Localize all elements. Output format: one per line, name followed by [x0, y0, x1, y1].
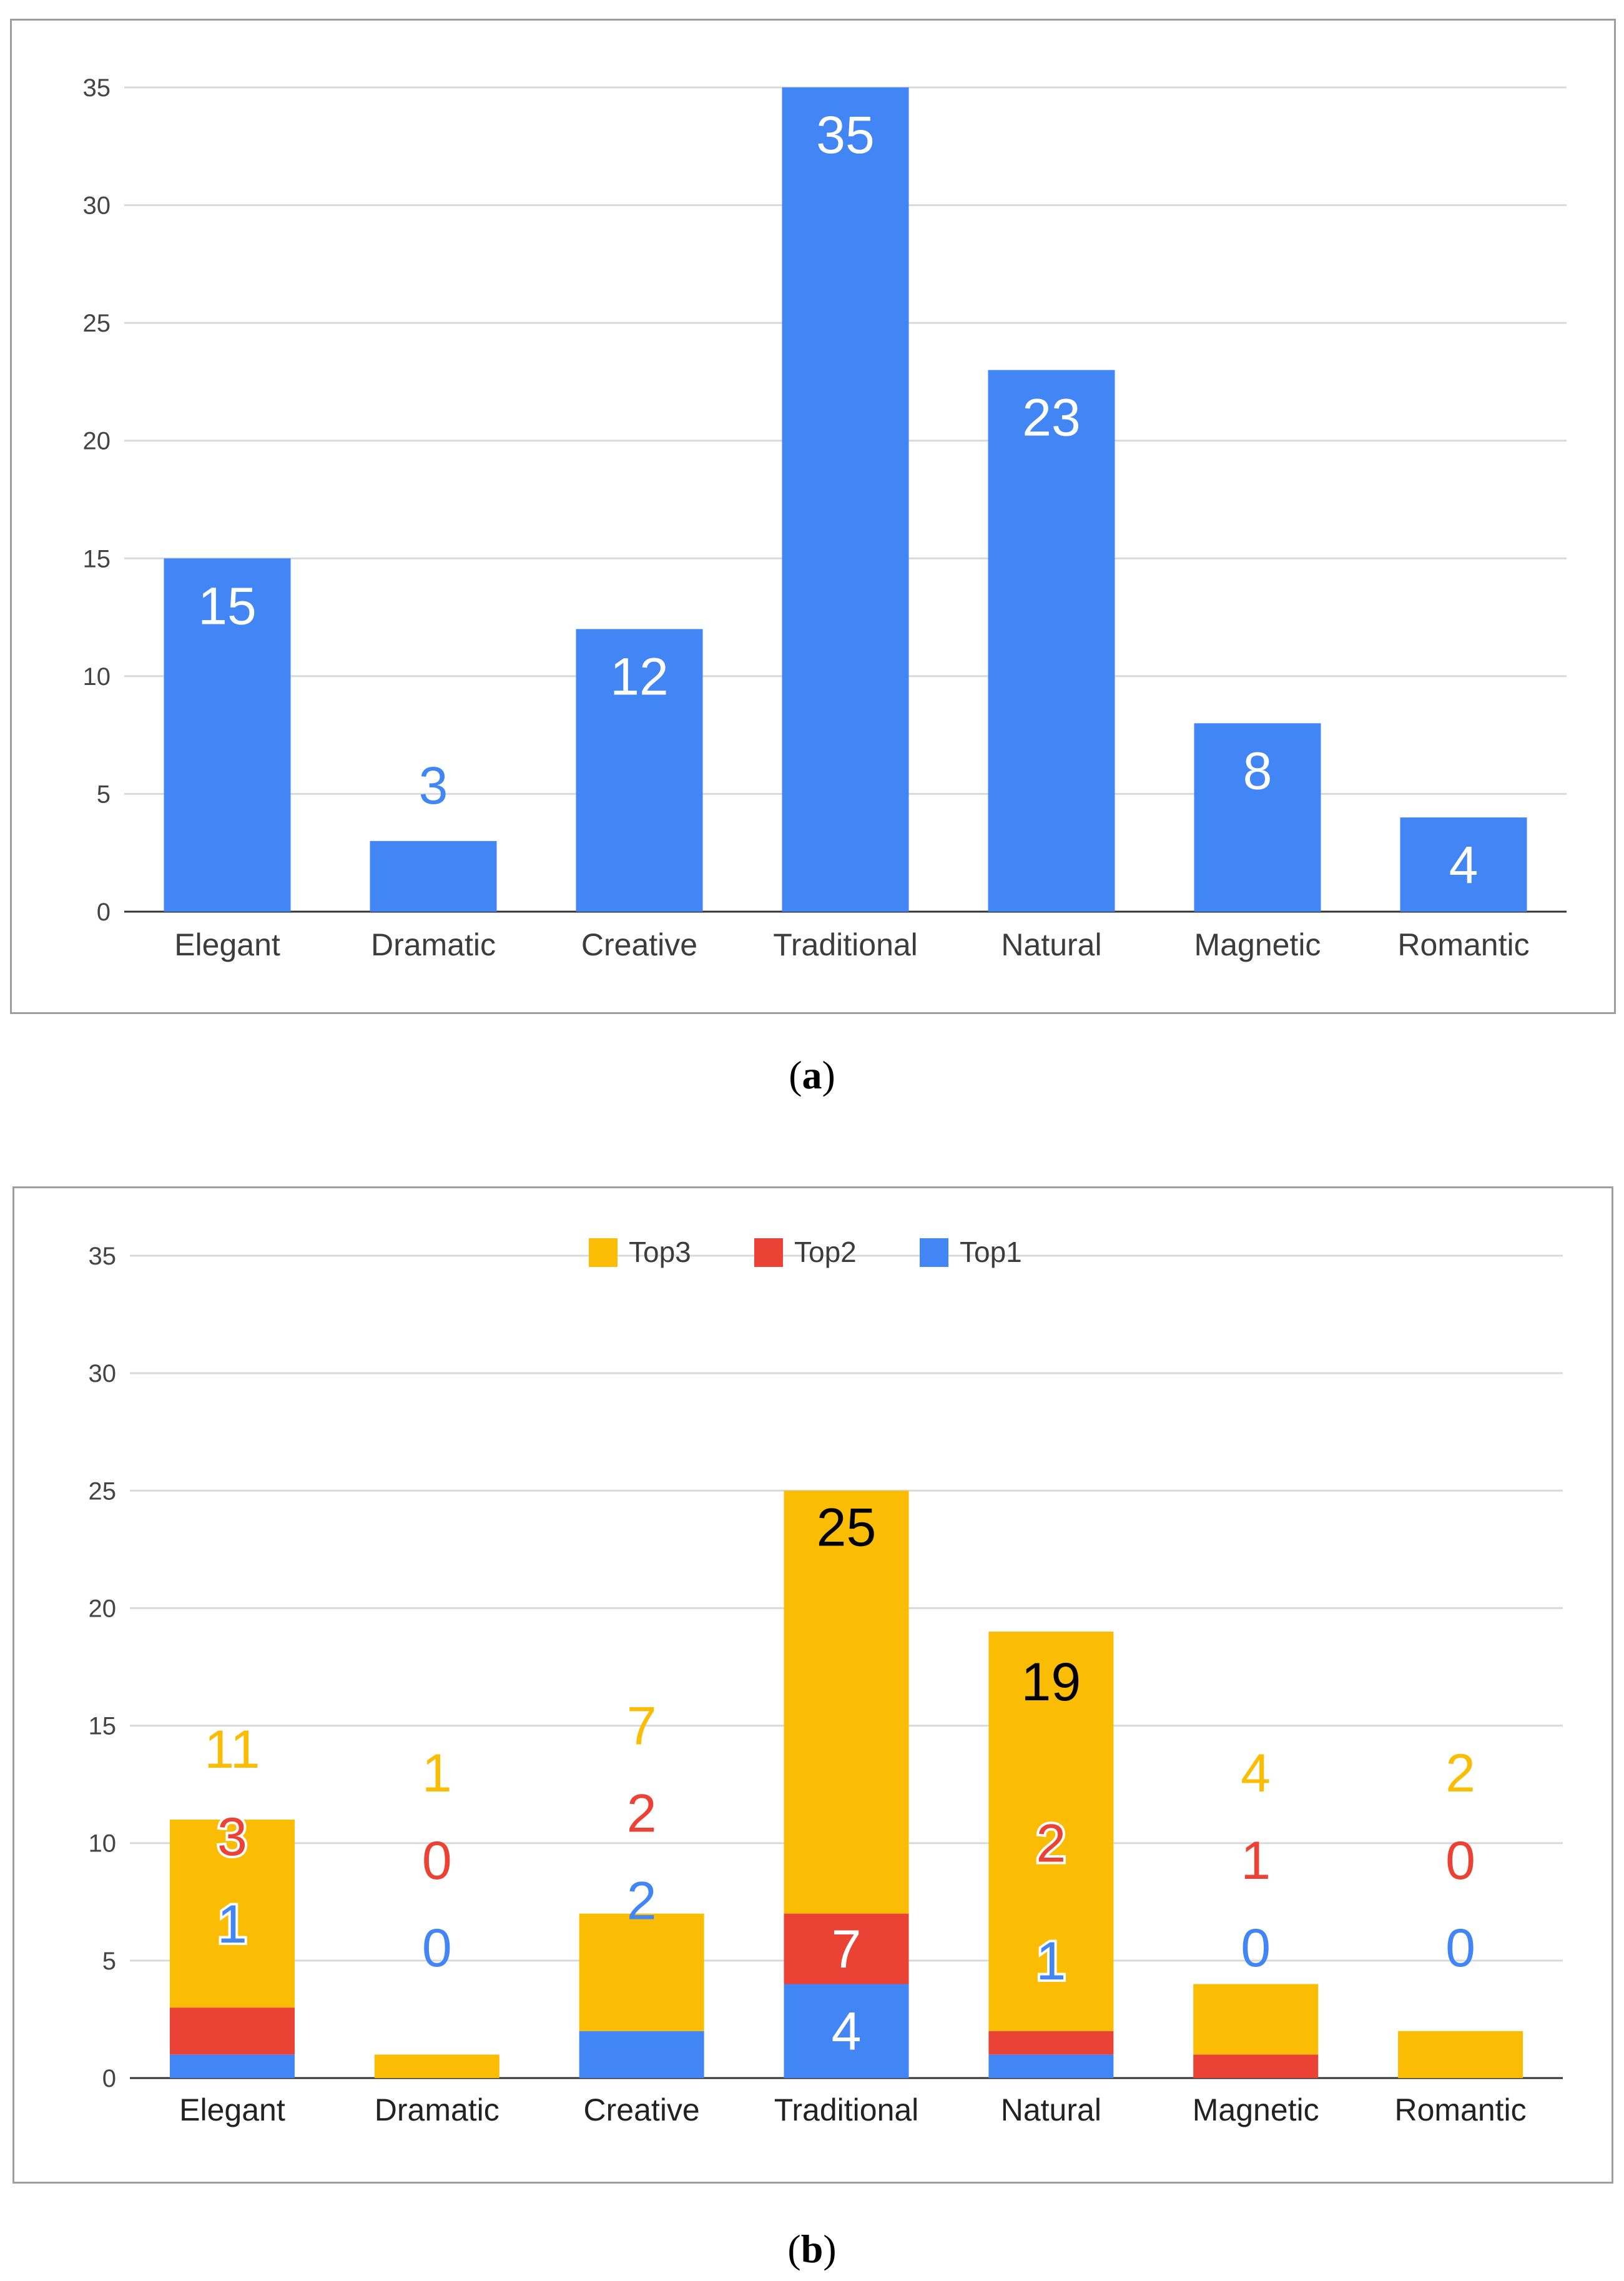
legend-label: Top3: [629, 1236, 691, 1268]
x-tick-label: Elegant: [179, 2092, 285, 2127]
y-tick-label: 15: [83, 545, 111, 573]
y-tick-label: 25: [83, 310, 111, 337]
legend-label: Top1: [960, 1236, 1022, 1268]
x-tick-label: Natural: [1001, 927, 1101, 962]
y-tick-label: 20: [83, 428, 111, 455]
x-tick-label: Romantic: [1394, 2092, 1526, 2127]
x-tick-label: Traditional: [774, 2092, 919, 2127]
bar-segment: [1398, 2031, 1523, 2078]
x-tick-label: Traditional: [773, 927, 918, 962]
data-label: 0: [422, 1918, 452, 1978]
x-tick-label: Magnetic: [1193, 2092, 1319, 2127]
y-tick-label: 0: [97, 899, 111, 926]
data-label: 4: [1449, 835, 1479, 894]
y-tick-label: 30: [89, 1360, 117, 1387]
y-tick-label: 5: [102, 1948, 116, 1975]
bar-segment: [784, 1984, 909, 2078]
data-label: 8: [1243, 741, 1272, 800]
x-tick-label: Romantic: [1397, 927, 1529, 962]
y-tick-label: 35: [89, 1243, 117, 1270]
bar: [782, 87, 909, 912]
x-tick-label: Elegant: [174, 927, 280, 962]
data-label: 4: [832, 2002, 862, 2062]
bar-segment: [374, 2054, 500, 2078]
x-tick-label: Natural: [1001, 2092, 1101, 2127]
legend-swatch: [589, 1238, 618, 1267]
data-label: 2: [627, 1784, 657, 1844]
data-label: 1: [217, 1894, 247, 1954]
bar-segment: [169, 2008, 295, 2055]
caption-a-label: a: [802, 1053, 822, 1097]
bar-segment: [1193, 2054, 1319, 2078]
data-label: 15: [198, 576, 256, 635]
legend-label: Top2: [794, 1236, 857, 1268]
data-label: 2: [627, 1871, 657, 1931]
data-label: 0: [422, 1831, 452, 1891]
x-tick-label: Magnetic: [1194, 927, 1321, 962]
data-label: 0: [1445, 1831, 1475, 1891]
bar-segment: [579, 2031, 704, 2078]
y-tick-label: 20: [89, 1595, 117, 1622]
data-label: 23: [1022, 388, 1080, 447]
data-label: 12: [610, 647, 668, 706]
data-label: 1: [1241, 1831, 1271, 1891]
data-label: 4: [1241, 1743, 1271, 1803]
caption-b: (b): [787, 2227, 837, 2271]
x-tick-label: Creative: [584, 2092, 700, 2127]
data-label: 2: [1036, 1814, 1066, 1874]
bar: [1400, 817, 1527, 912]
y-tick-label: 25: [89, 1477, 117, 1505]
data-label: 3: [419, 756, 448, 815]
y-tick-label: 5: [97, 781, 111, 808]
data-label: 1: [422, 1743, 452, 1803]
bar-segment: [1193, 1984, 1319, 2055]
bar: [576, 629, 703, 912]
y-tick-label: 15: [89, 1713, 117, 1740]
bar: [1194, 723, 1321, 912]
data-label: 19: [1021, 1652, 1081, 1712]
data-label: 35: [816, 106, 874, 164]
bar-segment: [784, 1490, 909, 1914]
y-tick-label: 10: [89, 1830, 117, 1858]
bar: [988, 370, 1115, 912]
data-label: 1: [1036, 1931, 1066, 1991]
legend-swatch: [754, 1238, 783, 1267]
bar-segment: [169, 1820, 295, 2008]
chart-a-svg: 0 5 10 15 20 25 30 35 15 Elegant 3 Dramatic 12 Creati…: [83, 74, 1567, 962]
bar-segment: [579, 1913, 704, 2031]
y-tick-label: 0: [102, 2065, 116, 2092]
data-label: 7: [627, 1697, 657, 1756]
data-label: 25: [817, 1497, 877, 1557]
y-tick-label: 10: [83, 663, 111, 691]
bar-segment: [988, 2054, 1114, 2078]
data-label: 3: [217, 1807, 247, 1867]
bar: [164, 558, 291, 912]
data-label: 0: [1445, 1918, 1475, 1978]
chart-panel-a: 0 5 10 15 20 25 30 35 15 Elegant 3 Dramatic 12 Creati…: [10, 19, 1616, 1014]
bar-segment: [988, 1632, 1114, 2031]
bar-segment: [988, 2031, 1114, 2055]
data-label: 2: [1445, 1743, 1475, 1803]
caption-b-label: b: [800, 2227, 824, 2271]
y-tick-label: 35: [83, 74, 111, 102]
y-tick-label: 30: [83, 192, 111, 220]
data-label: 0: [1241, 1918, 1271, 1978]
x-tick-label: Creative: [581, 927, 697, 962]
data-label: 7: [832, 1919, 862, 1979]
x-tick-label: Dramatic: [371, 927, 496, 962]
legend-swatch: [920, 1238, 948, 1267]
x-tick-label: Dramatic: [375, 2092, 500, 2127]
caption-a: (a): [789, 1053, 835, 1097]
bar-segment: [784, 1913, 909, 1984]
data-label: 11: [204, 1720, 260, 1780]
chart-panel-b: 0 5 10 15 20 25 30 35 Top3 Top2 Top1 11 3 1 Elegant 1 0 0…: [12, 1186, 1613, 2184]
bar: [370, 840, 497, 912]
bar-segment: [169, 2054, 295, 2078]
